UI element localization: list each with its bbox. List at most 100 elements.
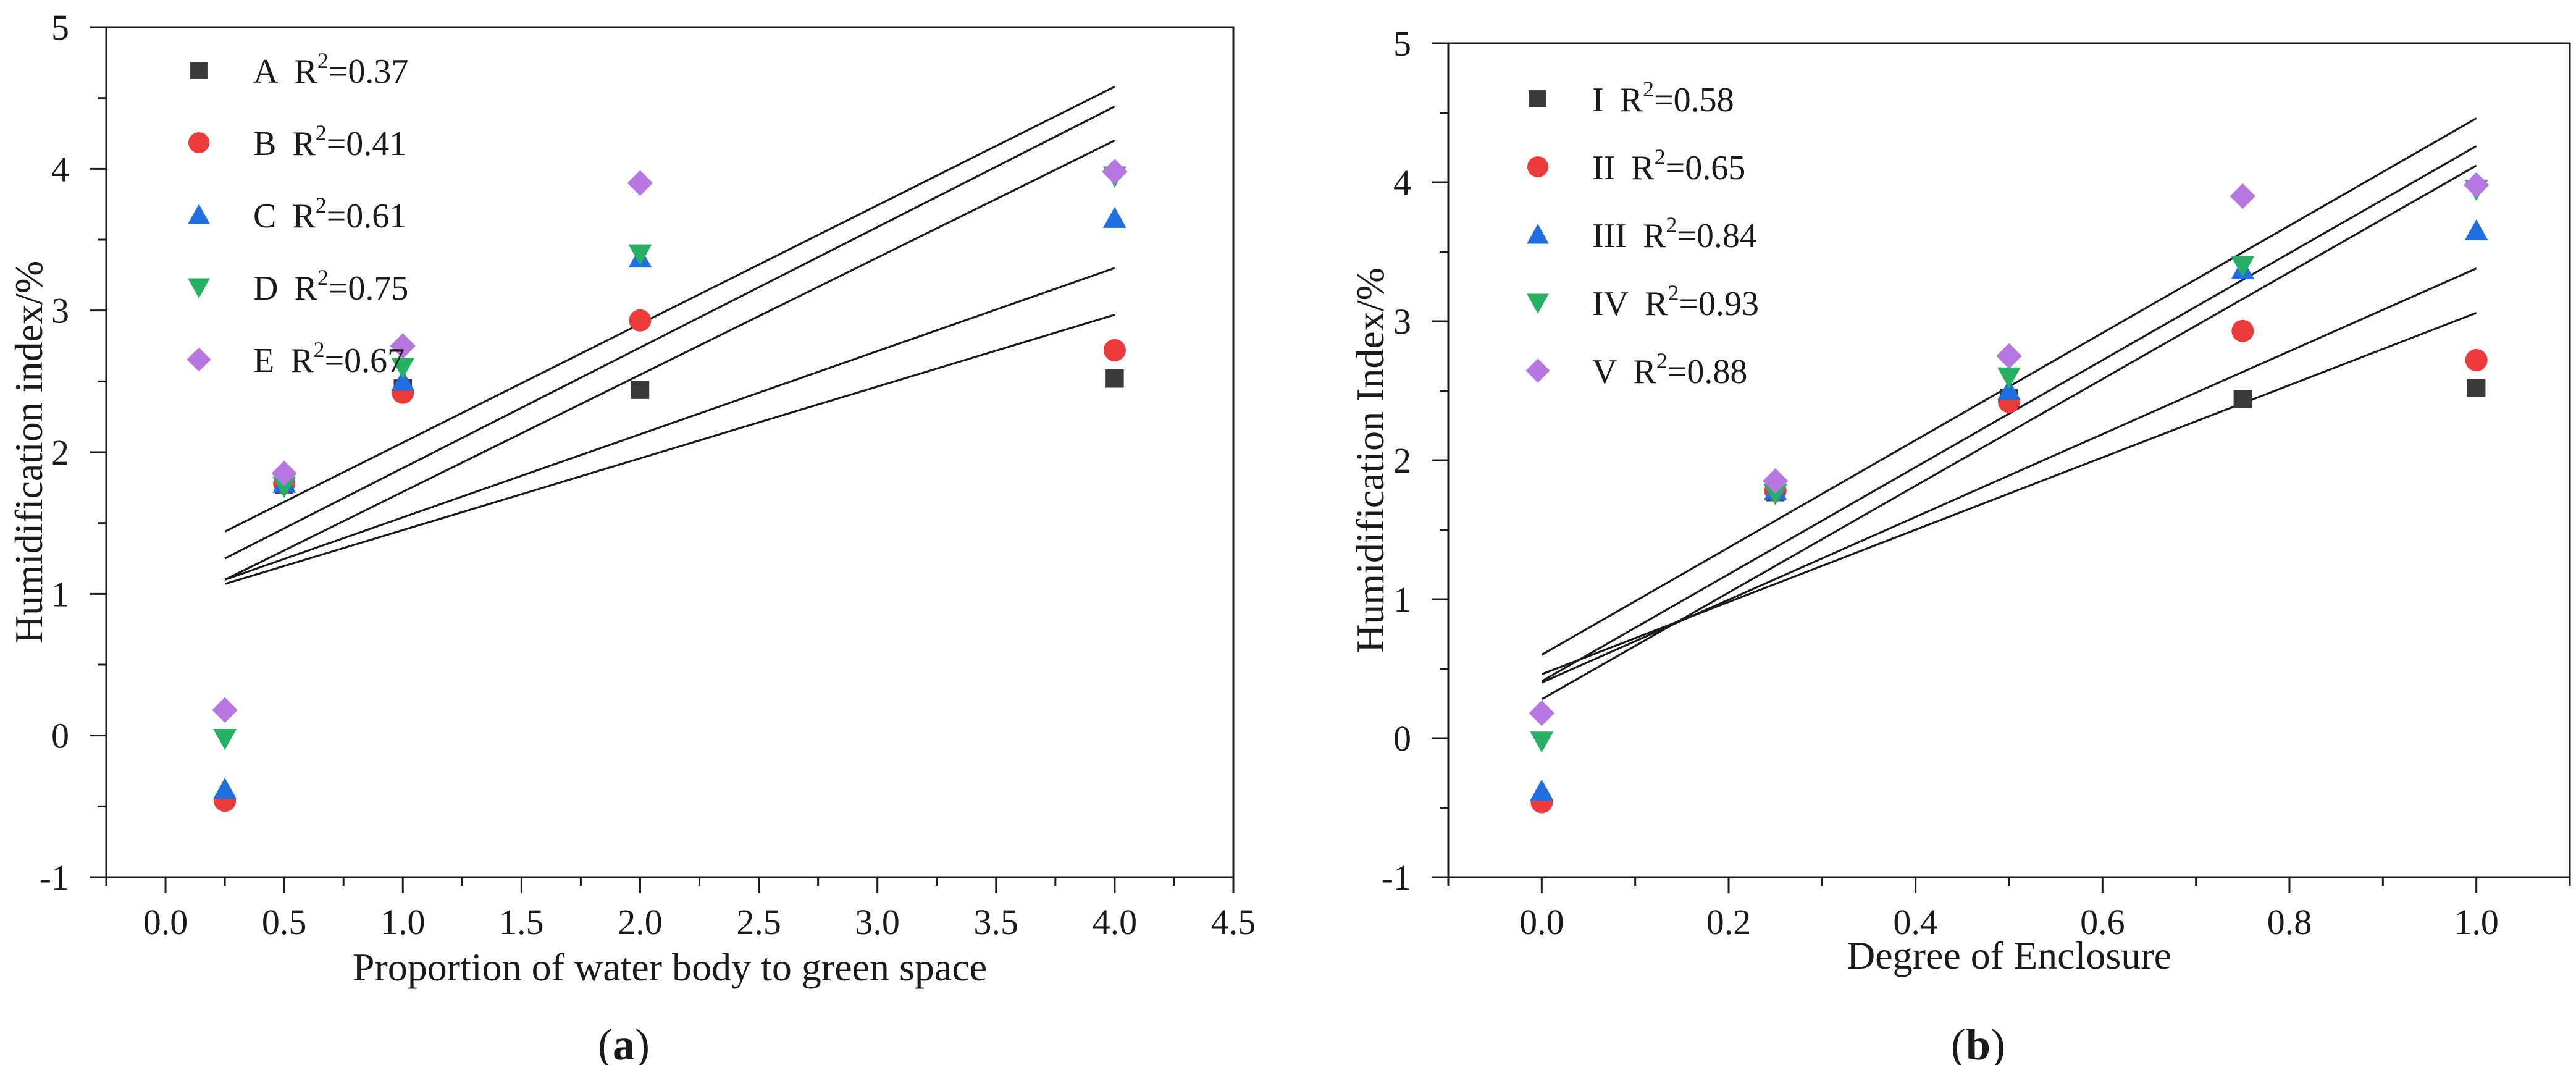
y-tick-label: 0 [1393,718,1411,759]
data-point-b [1103,339,1126,361]
y-tick-label: 2 [51,432,69,473]
data-point-e [390,333,416,359]
fit-line-ii [1541,267,2477,684]
data-point-iii [2464,219,2488,241]
fit-line-b [224,267,1115,581]
data-point-c [1102,206,1126,228]
data-point-i [2233,390,2252,408]
legend-marker-e [187,347,211,372]
y-tick-label: 1 [51,574,69,614]
x-tick-label: 0.2 [1706,902,1752,942]
y-tick-label: 3 [51,291,69,331]
legend-marker-v [1525,358,1550,383]
data-point-ii [2465,349,2488,371]
data-point-iv [1997,367,2021,389]
legend-marker-d [188,278,210,298]
legend-marker-ii [1527,156,1548,177]
y-tick-label: 1 [1393,579,1411,620]
legend-label-a: A R2=0.37 [253,48,408,91]
legend-label-iii: III R2=0.84 [1592,213,1757,255]
data-point-v [1529,700,1555,726]
data-point-v [2463,172,2490,198]
data-point-e [271,460,297,487]
legend-marker-i [1529,90,1546,107]
data-point-e [1102,159,1128,185]
panel-caption: (b) [1951,1020,2005,1065]
data-point-iv [2231,256,2255,277]
data-point-iii [1997,379,2021,400]
y-tick-label: -1 [1382,857,1411,898]
plot-frame [1447,42,2571,878]
data-point-b [629,309,652,332]
legend-label-c: C R2=0.61 [253,193,406,235]
x-tick-label: 2.0 [618,902,663,942]
data-point-e [212,697,238,723]
x-tick-label: 1.0 [2454,902,2499,942]
fit-line-e [224,85,1115,532]
y-tick-label: 0 [51,716,69,756]
x-tick-label: 1.0 [380,902,426,942]
x-axis-label: Proportion of water body to green space [353,945,987,989]
data-point-iii [1530,779,1554,801]
x-tick-label: 0.0 [143,902,188,942]
data-point-d [272,476,296,498]
data-point-v [1762,468,1789,494]
fit-line-c [224,140,1115,581]
y-tick-label: 3 [1393,301,1411,342]
legend-label-v: V R2=0.88 [1592,348,1747,391]
x-tick-label: 2.5 [736,902,781,942]
fit-line-iii [1541,164,2477,701]
y-tick-label: 2 [1393,440,1411,481]
x-tick-label: 4.5 [1211,902,1256,942]
data-point-v [1996,343,2022,369]
panel-caption: (a) [598,1020,650,1065]
legend-marker-c [188,204,210,224]
data-point-iv [1763,484,1787,505]
y-tick-label: 5 [51,7,69,48]
data-point-c [213,777,237,799]
data-point-c [391,369,415,391]
legend-label-d: D R2=0.75 [253,265,408,308]
legend-label-iv: IV R2=0.93 [1592,280,1759,323]
data-point-d [213,728,237,751]
fit-line-d [224,106,1115,560]
chart-panel-b: 0.0 0.2 0.4 0.6 0.8 1.0 -1 0 1 2 3 4 5 Degree of Encl… [1348,23,2571,1065]
data-point-a [631,381,650,399]
y-axis-label: Humidification index/% [7,261,51,644]
x-axis-label: Degree of Enclosure [1847,933,2171,977]
legend-marker-iii [1527,224,1549,244]
x-tick-label: 0.4 [1893,902,1938,942]
data-point-a [1105,369,1124,388]
legend-label-b: B R2=0.41 [253,120,406,163]
x-tick-label: 3.0 [855,902,900,942]
legend-marker-b [188,132,209,153]
y-axis-label: Humidification Index/% [1348,267,1392,653]
chart-panel-a: 0.0 0.5 1.0 1.5 2.0 2.5 3.0 3.5 4.0 4.5 -1 0 1 2 3 4 5 Pr… [7,7,1256,1065]
legend-label-i: I R2=0.58 [1592,77,1734,119]
data-point-v [2230,183,2256,209]
x-tick-label: 1.5 [499,902,544,942]
data-point-ii [2231,319,2254,342]
data-point-e [627,170,653,196]
data-point-d [628,244,652,266]
legend-label-ii: II R2=0.65 [1592,145,1745,187]
x-tick-label: 4.0 [1093,902,1138,942]
x-tick-label: 0.0 [1519,902,1564,942]
x-tick-label: 0.8 [2267,902,2312,942]
data-point-iv [1530,731,1554,753]
fit-line-a [224,314,1115,585]
y-tick-label: 5 [1393,23,1411,64]
legend-marker-iv [1527,293,1549,314]
x-tick-label: 3.5 [974,902,1019,942]
legend-label-e: E R2=0.67 [253,337,405,380]
x-tick-label: 0.5 [262,902,307,942]
fit-line-iv [1541,145,2477,683]
y-tick-label: -1 [40,857,69,898]
y-tick-label: 4 [1393,162,1411,203]
legend-marker-a [190,62,208,79]
data-point-i [2467,379,2486,397]
y-tick-label: 4 [51,149,69,189]
data-point-d [391,358,415,379]
x-tick-label: 0.6 [2080,902,2125,942]
